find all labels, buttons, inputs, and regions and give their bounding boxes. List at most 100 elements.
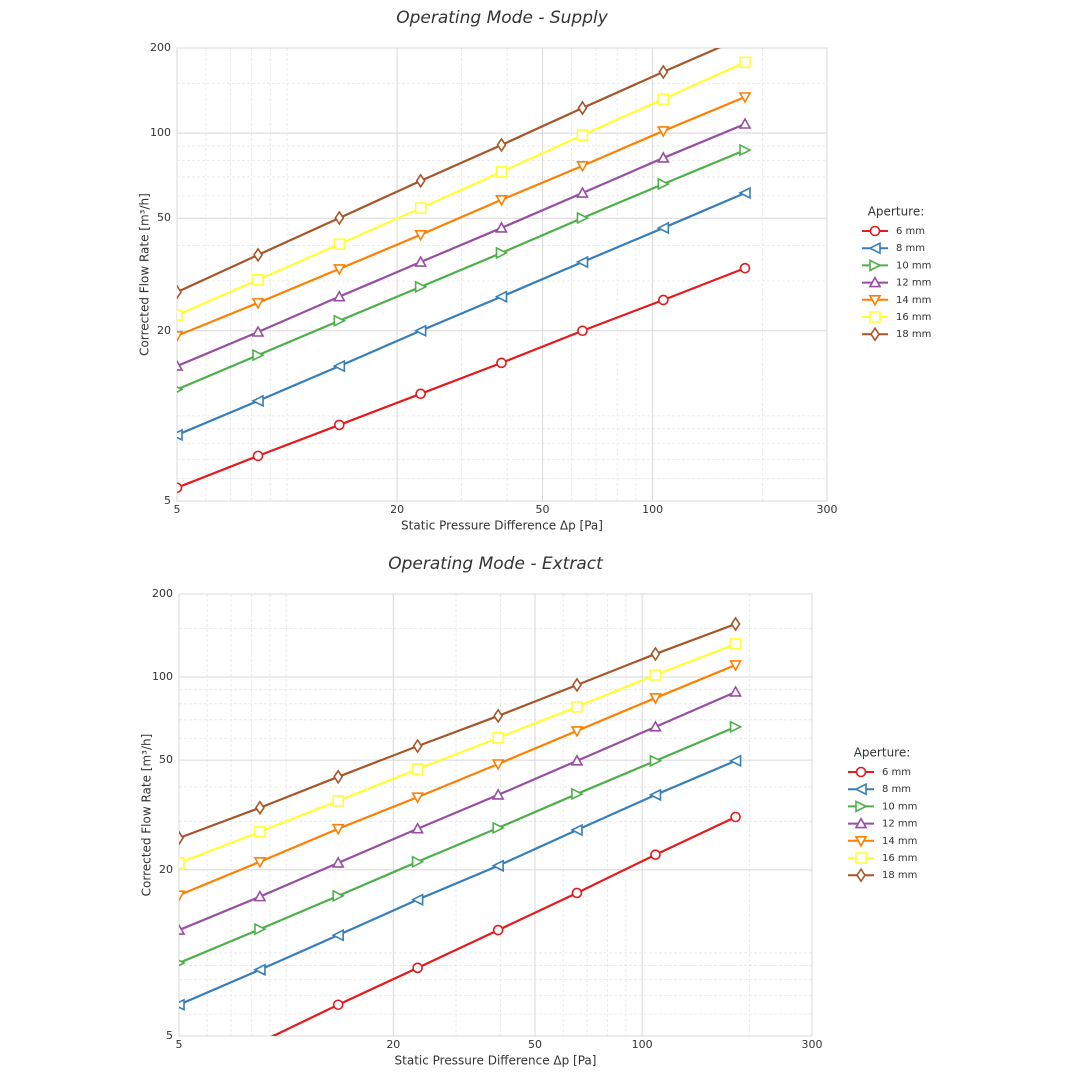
- data-point: [650, 646, 661, 662]
- data-point: [413, 324, 427, 338]
- y-tick-label: 100: [152, 670, 173, 683]
- data-point: [332, 290, 346, 302]
- data-point: [571, 787, 584, 801]
- data-point: [414, 255, 428, 267]
- data-point: [649, 693, 662, 705]
- data-point: [177, 482, 183, 494]
- series-line: [179, 759, 737, 1006]
- data-point: [729, 720, 743, 734]
- data-point: [332, 359, 346, 373]
- x-axis-label: Static Pressure Difference Δp [Pa]: [401, 519, 603, 533]
- data-point: [491, 759, 505, 771]
- data-point: [577, 100, 588, 116]
- data-point: [492, 732, 504, 744]
- data-point: [576, 129, 589, 141]
- chart-title: Operating Mode - Supply: [396, 8, 609, 28]
- legend-title: Aperture:: [854, 746, 911, 760]
- data-point: [332, 264, 346, 276]
- data-point: [496, 357, 507, 369]
- data-point: [738, 186, 751, 200]
- data-point: [658, 294, 669, 306]
- data-point: [175, 1076, 184, 1080]
- plot-area: [176, 47, 828, 502]
- data-point: [410, 893, 424, 906]
- y-tick-label: 20: [159, 863, 173, 876]
- data-point: [496, 137, 507, 153]
- y-axis-label: Corrected Flow Rate [m³/h]: [140, 734, 154, 897]
- data-point: [656, 221, 670, 235]
- x-tick-label: 50: [536, 503, 550, 516]
- legend-marker: [868, 275, 882, 288]
- data-point: [251, 325, 265, 337]
- data-point: [412, 738, 423, 754]
- legend-label: 8 mm: [896, 243, 925, 254]
- data-point: [254, 825, 266, 838]
- series-line: [177, 95, 746, 337]
- y-tick-label: 50: [159, 753, 173, 766]
- data-point: [252, 273, 264, 286]
- legend-label: 14 mm: [896, 295, 931, 306]
- data-point: [495, 221, 508, 233]
- legend: Aperture: 6 mm 8 mm 10 mm 12 mm 14 mm 16 mm 18 …: [862, 205, 931, 342]
- data-point: [179, 830, 184, 846]
- legend-marker: [854, 836, 868, 848]
- x-tick-label: 100: [632, 1038, 653, 1051]
- data-point: [739, 262, 751, 274]
- data-point: [179, 959, 186, 967]
- legend-label: 14 mm: [882, 836, 917, 847]
- data-point: [570, 726, 584, 738]
- legend-label: 18 mm: [882, 870, 917, 881]
- data-point: [739, 56, 751, 69]
- data-point: [570, 754, 584, 766]
- x-tick-label: 300: [817, 503, 838, 516]
- data-point: [415, 173, 426, 189]
- plot-area: [178, 593, 813, 1037]
- data-point: [177, 359, 184, 371]
- data-point: [333, 238, 346, 250]
- y-tick-label: 200: [152, 587, 173, 600]
- data-point: [730, 616, 741, 632]
- data-point: [648, 788, 662, 802]
- data-point: [493, 708, 504, 724]
- legend-marker: [854, 816, 868, 829]
- data-point: [656, 151, 670, 163]
- x-tick-label: 100: [642, 503, 663, 516]
- legend: Aperture: 6 mm 8 mm 10 mm 12 mm 14 mm 16 mm 18 …: [848, 746, 917, 883]
- legend-title: Aperture:: [868, 205, 925, 219]
- legend-marker: [854, 782, 867, 796]
- chart: Operating Mode - Supply 5 20 50 100 300 5 20 50 1…: [138, 8, 932, 533]
- data-point: [254, 800, 265, 816]
- legend-label: 8 mm: [882, 784, 911, 795]
- series-line: [177, 192, 746, 436]
- data-point: [570, 823, 583, 837]
- data-point: [491, 788, 505, 800]
- data-point: [333, 314, 347, 328]
- data-point: [177, 284, 182, 300]
- data-point: [415, 388, 426, 400]
- data-point: [728, 754, 742, 768]
- data-point: [576, 186, 589, 198]
- data-point: [334, 419, 345, 431]
- y-tick-label: 5: [164, 494, 171, 507]
- data-point: [571, 887, 583, 899]
- data-point: [331, 823, 345, 836]
- series-line: [177, 149, 746, 391]
- data-point: [729, 638, 742, 650]
- series-line: [270, 816, 737, 1036]
- data-point: [253, 963, 266, 977]
- x-tick-label: 5: [174, 503, 181, 516]
- legend-marker: [869, 311, 881, 323]
- data-point: [649, 720, 662, 732]
- data-point: [576, 161, 589, 173]
- data-point: [492, 821, 505, 835]
- data-point: [571, 701, 583, 713]
- legend-label: 16 mm: [896, 312, 931, 323]
- plot-series: [177, 48, 752, 494]
- legend-label: 12 mm: [896, 278, 931, 289]
- data-point: [334, 210, 345, 226]
- data-point: [658, 64, 669, 80]
- series-line: [179, 725, 737, 964]
- legend-marker: [855, 800, 868, 813]
- data-point: [575, 255, 589, 269]
- legend-marker: [869, 225, 881, 237]
